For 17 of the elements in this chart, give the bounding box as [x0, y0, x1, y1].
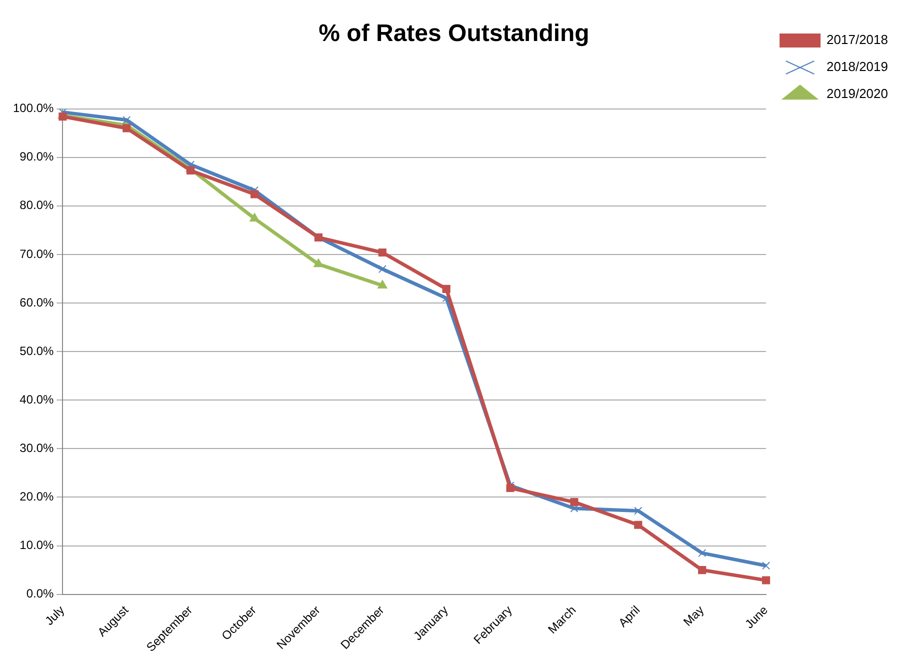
x-tick-label: May: [680, 602, 707, 629]
x-tick-label: July: [42, 602, 68, 628]
y-tick-label: 40.0%: [20, 392, 54, 406]
chart-title: % of Rates Outstanding: [318, 20, 590, 48]
legend-label: 2018/2019: [826, 59, 888, 74]
y-tick-label: 30.0%: [20, 440, 54, 455]
y-tick-label: 50.0%: [20, 344, 54, 358]
y-tick-label: 20.0%: [20, 490, 54, 504]
y-tick-label: 0.0%: [26, 586, 54, 601]
y-tick-label: 70.0%: [20, 246, 54, 261]
y-tick-label: 60.0%: [20, 295, 54, 310]
y-tick-label: 90.0%: [20, 150, 54, 164]
y-tick-label: 10.0%: [20, 538, 54, 552]
y-tick-label: 100.0%: [12, 101, 54, 116]
legend-label: 2019/2020: [826, 86, 888, 102]
y-tick-label: 80.0%: [20, 198, 54, 212]
legend-label: 2017/2018: [826, 32, 888, 48]
